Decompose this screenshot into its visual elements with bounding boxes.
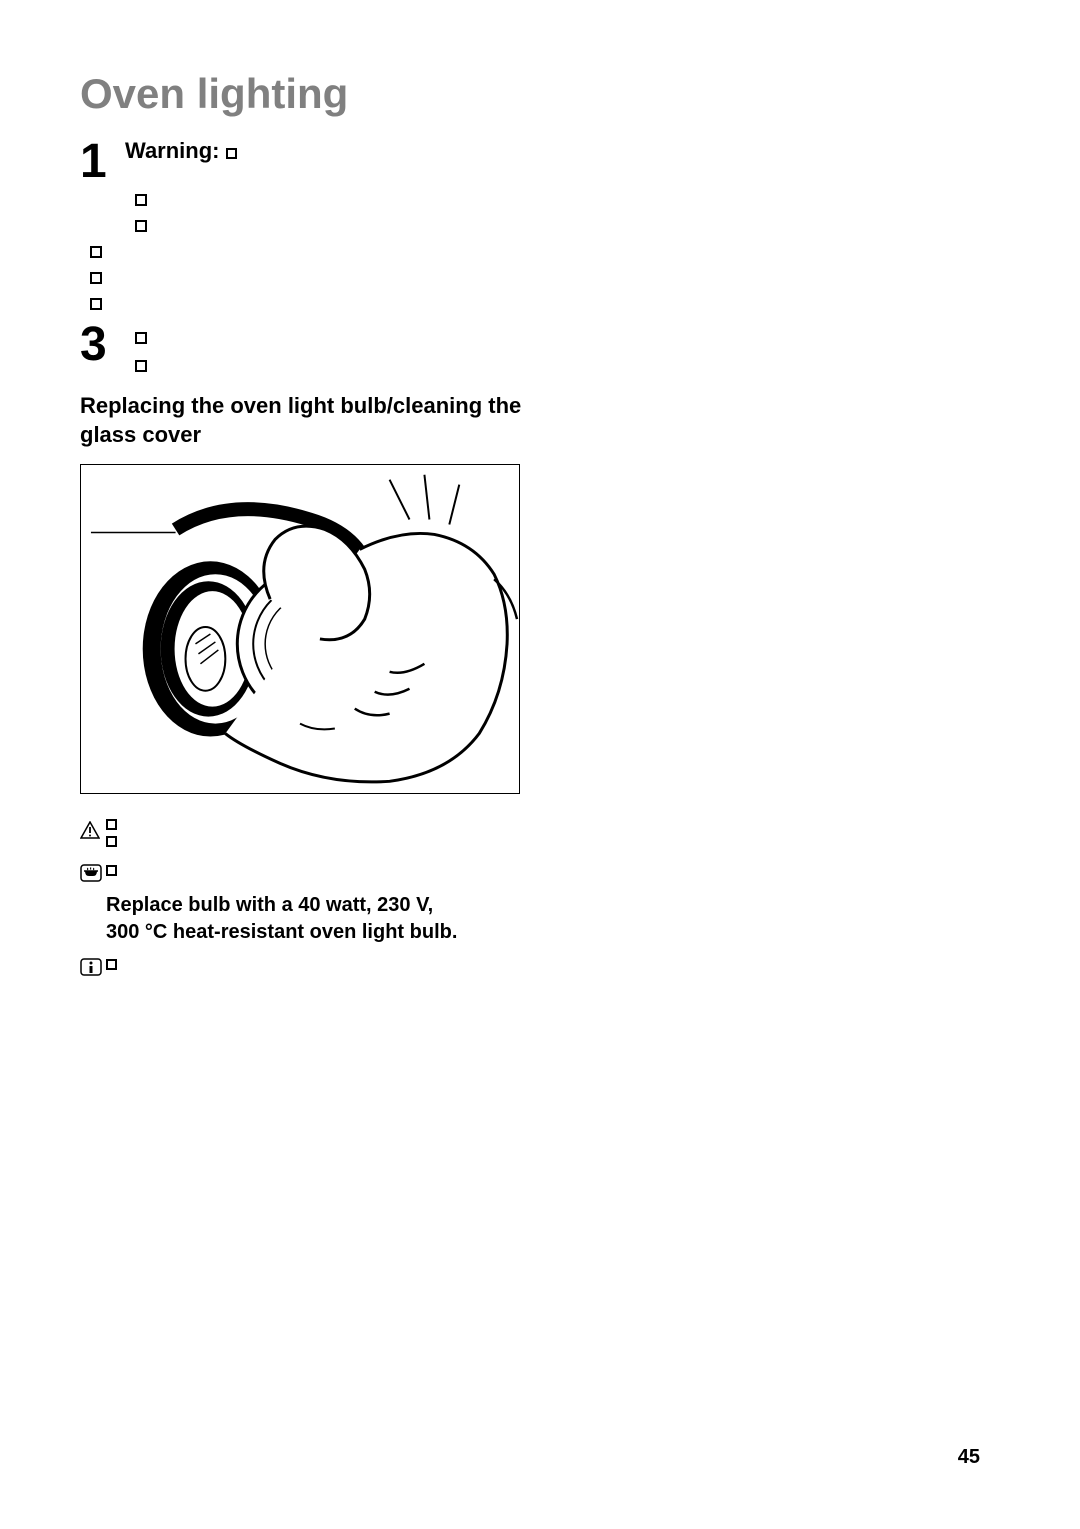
step-number-3: 3 xyxy=(80,321,125,369)
bulb-figure xyxy=(80,464,520,794)
bullet-icon xyxy=(135,194,147,206)
bulb-spec-line1: Replace bulb with a 40 watt, 230 V, xyxy=(106,892,540,919)
bulb-drawing-icon xyxy=(81,464,519,794)
bullet-icon xyxy=(90,272,102,284)
bullet-icon xyxy=(135,220,147,232)
bullet-line xyxy=(90,243,540,261)
bullet-icon xyxy=(90,298,102,310)
bulb-spec-text: Replace bulb with a 40 watt, 230 V, 300 … xyxy=(106,892,540,946)
warning-label-box: Warning: xyxy=(125,138,237,164)
bullet-icon xyxy=(135,332,147,344)
bullet-icon xyxy=(106,836,117,847)
pot-icon xyxy=(80,864,102,887)
bullet-icon xyxy=(106,959,117,970)
step-3-row: 3 xyxy=(80,321,540,377)
pot-icon-row xyxy=(80,862,540,887)
bullet-icon xyxy=(135,360,147,372)
bullet-icon xyxy=(226,148,237,159)
warning-label: Warning: xyxy=(125,126,220,163)
bullet-icon xyxy=(106,819,117,830)
info-icon xyxy=(80,958,102,981)
page-number: 45 xyxy=(958,1446,980,1469)
step-number-1: 1 xyxy=(80,138,125,186)
info-icon-row xyxy=(80,956,540,981)
warning-icon-row xyxy=(80,819,540,847)
section-heading: Replacing the oven light bulb/cleaning t… xyxy=(80,392,540,449)
bullet-line xyxy=(90,269,540,287)
bullet-line xyxy=(90,295,540,313)
bulb-spec-line2: 300 °C heat-resistant oven light bulb. xyxy=(106,919,540,946)
warning-triangle-icon xyxy=(80,821,102,844)
page-title: Oven lighting xyxy=(80,70,540,118)
bullet-icon xyxy=(90,246,102,258)
bullet-line xyxy=(135,191,540,209)
warning-row: 1 Warning: xyxy=(80,138,540,186)
bullet-line xyxy=(135,217,540,235)
bullet-icon xyxy=(106,865,117,876)
